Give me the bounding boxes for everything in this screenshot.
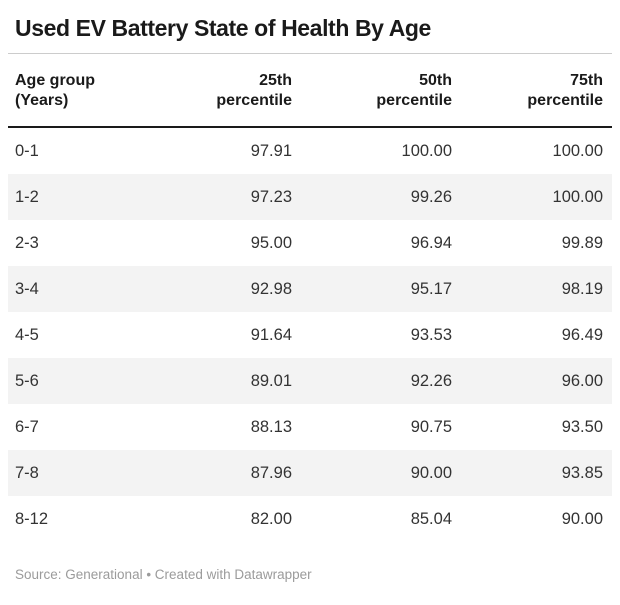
age-group-cell: 4-5 [15, 326, 39, 344]
p50-cell: 96.94 [410, 234, 452, 252]
table-row: 7-8 87.96 90.00 93.85 [8, 450, 612, 496]
p25-cell: 97.91 [250, 142, 292, 160]
p50-cell: 93.53 [410, 326, 452, 344]
p75-cell: 93.85 [456, 450, 612, 496]
source-note: Source: Generational • Created with Data… [15, 567, 312, 582]
col-header-line: 25th [259, 72, 292, 89]
header-row: Age group (Years) 25th percentile 50th perc… [8, 53, 612, 128]
age-group-cell: 7-8 [8, 450, 148, 496]
p50-cell: 90.00 [296, 450, 456, 496]
p50-cell: 100.00 [401, 142, 452, 160]
col-header-50th-percentile: 50th percentile [296, 53, 456, 128]
p75-cell: 96.00 [456, 358, 612, 404]
p25-cell: 97.23 [148, 174, 296, 220]
p75-cell: 98.19 [456, 266, 612, 312]
p50-cell: 85.04 [410, 510, 452, 528]
col-header-line: 75th [570, 72, 603, 89]
p25-cell: 89.01 [148, 358, 296, 404]
age-group-cell: 2-3 [15, 234, 39, 252]
col-header-75th-percentile: 75th percentile [456, 53, 612, 128]
age-group-cell: 5-6 [8, 358, 148, 404]
p75-cell: 100.00 [552, 142, 603, 160]
col-header-line: Age group [15, 72, 95, 89]
table-row: 0-1 97.91 100.00 100.00 [8, 127, 612, 174]
col-header-line: percentile [376, 92, 452, 109]
p75-cell: 90.00 [561, 510, 603, 528]
table-header: Age group (Years) 25th percentile 50th perc… [8, 53, 612, 128]
table-row: 6-7 88.13 90.75 93.50 [8, 404, 612, 450]
table-row: 5-6 89.01 92.26 96.00 [8, 358, 612, 404]
p25-cell: 82.00 [250, 510, 292, 528]
data-table-container: Age group (Years) 25th percentile 50th perc… [8, 53, 612, 542]
table-row: 8-12 82.00 85.04 90.00 [8, 496, 612, 542]
age-group-cell: 3-4 [8, 266, 148, 312]
col-header-line: percentile [216, 92, 292, 109]
p25-cell: 95.00 [250, 234, 292, 252]
page-title: Used EV Battery State of Health By Age [15, 15, 431, 41]
p75-cell: 99.89 [561, 234, 603, 252]
col-header-line: (Years) [15, 92, 69, 109]
p50-cell: 95.17 [296, 266, 456, 312]
table-row: 4-5 91.64 93.53 96.49 [8, 312, 612, 358]
age-group-cell: 0-1 [15, 142, 39, 160]
col-header-25th-percentile: 25th percentile [148, 53, 296, 128]
age-group-cell: 8-12 [15, 510, 49, 528]
p50-cell: 99.26 [296, 174, 456, 220]
age-group-cell: 6-7 [15, 418, 39, 436]
p75-cell: 96.49 [561, 326, 603, 344]
p25-cell: 92.98 [148, 266, 296, 312]
col-header-line: 50th [419, 72, 452, 89]
p75-cell: 100.00 [456, 174, 612, 220]
table-row: 1-2 97.23 99.26 100.00 [8, 174, 612, 220]
table-row: 2-3 95.00 96.94 99.89 [8, 220, 612, 266]
p75-cell: 93.50 [561, 418, 603, 436]
p50-cell: 90.75 [410, 418, 452, 436]
p25-cell: 91.64 [250, 326, 292, 344]
p50-cell: 92.26 [296, 358, 456, 404]
p25-cell: 87.96 [148, 450, 296, 496]
table-body: 0-1 97.91 100.00 100.00 1-2 97.23 99.26 … [8, 127, 612, 542]
data-table: Age group (Years) 25th percentile 50th perc… [8, 53, 612, 542]
table-row: 3-4 92.98 95.17 98.19 [8, 266, 612, 312]
col-header-line: percentile [527, 92, 603, 109]
p25-cell: 88.13 [250, 418, 292, 436]
col-header-age-group: Age group (Years) [8, 53, 148, 128]
age-group-cell: 1-2 [8, 174, 148, 220]
